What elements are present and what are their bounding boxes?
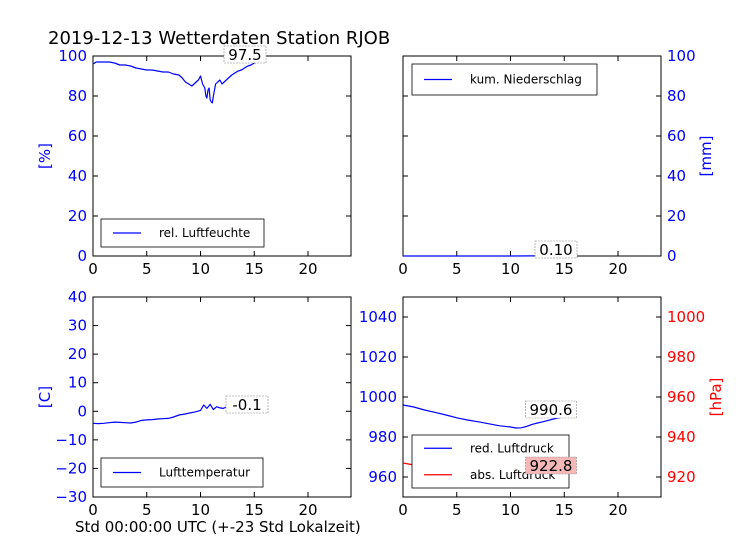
y-tick-label: 20 [667, 207, 686, 225]
y-tick-label: 10 [68, 374, 87, 392]
chart-panel-4: 0 5 10 15 20 960 980 1000 1020 1040 920 940 960 980 10… [359, 296, 725, 519]
x-tick-label: 10 [191, 501, 210, 519]
legend-label: kum. Niederschlag [470, 73, 582, 87]
x-tick-label: 20 [298, 501, 317, 519]
x-tick-label: 5 [452, 501, 462, 519]
value-annotation-box [525, 456, 577, 475]
y-tick-label: 960 [368, 468, 397, 486]
value-annotation: 922.8 [530, 457, 573, 475]
x-tick-label: 0 [88, 501, 98, 519]
x-tick-label: 5 [142, 501, 152, 519]
x-tick-label: 15 [245, 260, 264, 278]
figure-title: 2019-12-13 Wetterdaten Station RJOB [48, 28, 390, 49]
x-tick-label: 15 [555, 501, 574, 519]
legend-label: rel. Luftfeuchte [159, 226, 250, 240]
legend-label: Lufttemperatur [159, 466, 250, 480]
y-tick-label: −20 [55, 459, 87, 477]
value-annotation-box [223, 45, 267, 64]
y-right-tick-label: 980 [667, 348, 696, 366]
value-annotation: 990.6 [530, 401, 573, 419]
legend-box [100, 218, 265, 248]
x-tick-label: 0 [398, 501, 408, 519]
y-tick-label: 30 [68, 317, 87, 335]
y-tick-label: 20 [68, 345, 87, 363]
y-tick-label: −30 [55, 488, 87, 506]
y-tick-label: 1020 [359, 348, 397, 366]
y-tick-label: 40 [68, 167, 87, 185]
y-tick-label: −10 [55, 431, 87, 449]
x-tick-label: 0 [398, 260, 408, 278]
value-annotation: 0.10 [539, 241, 572, 259]
y-tick-label: 1040 [359, 308, 397, 326]
x-tick-label: 10 [191, 260, 210, 278]
y-tick-label: 0 [667, 247, 677, 265]
x-tick-label: 20 [608, 501, 627, 519]
x-tick-label: 0 [88, 260, 98, 278]
y-tick-label: 80 [68, 87, 87, 105]
value-annotation-box [534, 240, 578, 259]
chart-panel-3: 0 5 10 15 20 −30 −20 −10 0 10 20 30 40 [C] Lufttempera… [36, 288, 352, 519]
x-tick-label: 15 [555, 260, 574, 278]
y-right-tick-label: 1000 [667, 308, 705, 326]
x-tick-label: 10 [501, 260, 520, 278]
legend-label: red. Luftdruck [470, 441, 554, 455]
value-annotation: -0.1 [232, 396, 261, 414]
value-annotation-box [525, 400, 577, 419]
y-tick-label: 40 [667, 167, 686, 185]
series-line-rel-luftfeuchte [92, 60, 261, 104]
y-tick-label: 100 [58, 47, 87, 65]
chart-panel-1: 0 5 10 15 20 0 20 40 60 80 100 [%] rel. Luftfeuchte 9… [36, 45, 352, 278]
y-axis-label: [%] [36, 143, 54, 169]
y-right-tick-label: 940 [667, 428, 696, 446]
y-tick-label: 80 [667, 87, 686, 105]
y-tick-label: 40 [68, 288, 87, 306]
x-tick-label: 15 [245, 501, 264, 519]
y-right-tick-label: 960 [667, 388, 696, 406]
value-annotation-box [225, 395, 269, 414]
y-tick-label: 980 [368, 428, 397, 446]
y-axis-label: [C] [36, 386, 54, 408]
y-tick-label: 60 [667, 127, 686, 145]
x-tick-label: 20 [298, 260, 317, 278]
y-tick-label: 0 [77, 402, 87, 420]
series-line-red-luftdruck [402, 404, 571, 429]
y-tick-label: 20 [68, 207, 87, 225]
y-axis-label: [mm] [697, 136, 715, 177]
y-tick-label: 1000 [359, 388, 397, 406]
chart-panel-2: 0 5 10 15 20 0 20 40 60 80 100 [mm] kum. Niederschla… [398, 47, 715, 278]
x-tick-label: 5 [142, 260, 152, 278]
y-tick-label: 60 [68, 127, 87, 145]
x-tick-label: 20 [608, 260, 627, 278]
value-annotation: 97.5 [228, 46, 261, 64]
x-tick-label: 5 [452, 260, 462, 278]
y-right-axis-label: [hPa] [707, 378, 725, 417]
figure-xlabel: Std 00:00:00 UTC (+-23 Std Lokalzeit) [75, 518, 361, 536]
y-tick-label: 100 [667, 47, 696, 65]
y-right-tick-label: 920 [667, 468, 696, 486]
y-tick-label: 0 [77, 247, 87, 265]
x-tick-label: 10 [501, 501, 520, 519]
